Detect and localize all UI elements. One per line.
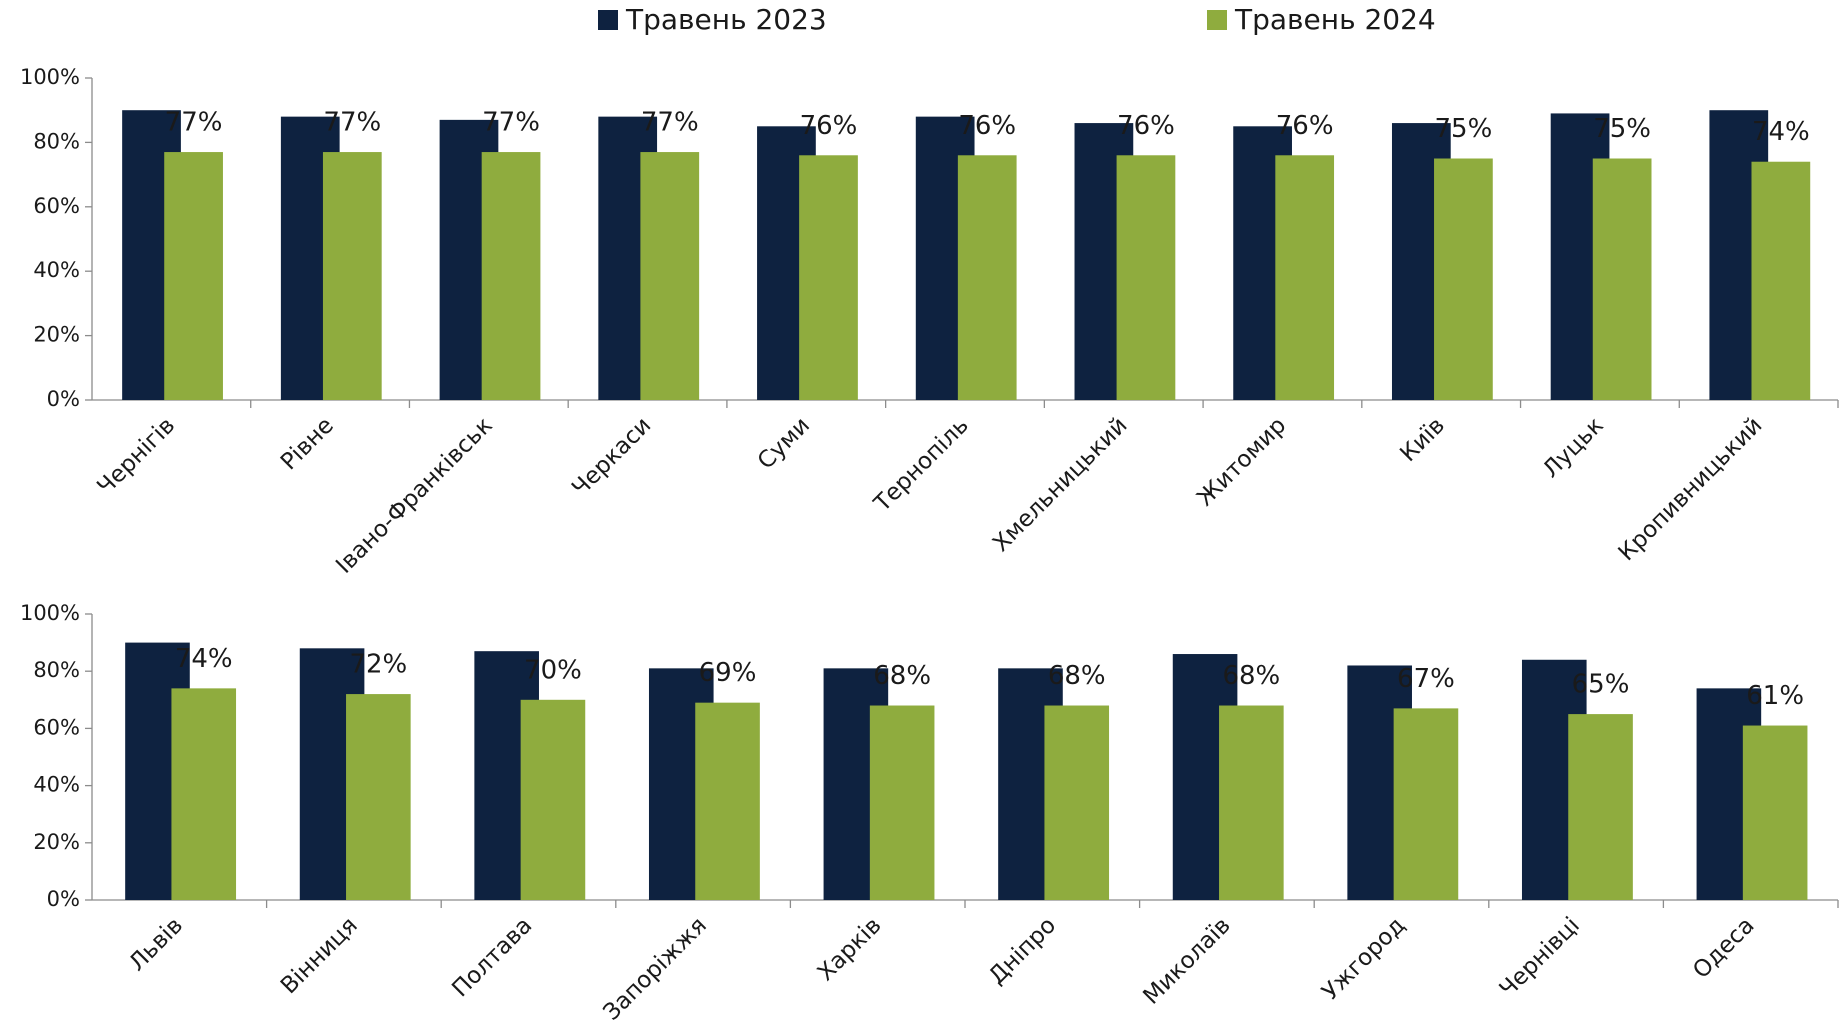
y-tick-label: 0%	[47, 887, 80, 911]
x-tick-label: Київ	[1395, 412, 1450, 467]
value-label: 72%	[349, 650, 407, 680]
bar	[1568, 714, 1633, 900]
bar	[1592, 158, 1652, 400]
value-label: 68%	[1048, 661, 1106, 691]
bar	[164, 152, 223, 400]
x-tick-label: Львів	[124, 912, 188, 976]
value-label: 65%	[1572, 670, 1630, 700]
x-tick-label: Запоріжжя	[599, 912, 712, 1025]
value-label: 77%	[165, 108, 223, 138]
legend-swatch	[598, 10, 618, 30]
value-label: 74%	[1752, 117, 1810, 147]
x-tick-label: Харків	[813, 912, 887, 986]
bar	[171, 688, 237, 900]
bar	[1044, 705, 1110, 900]
bar	[520, 699, 586, 900]
bar	[640, 152, 700, 400]
x-tick-label: Кропивницький	[1614, 412, 1768, 566]
legend-label: Травень 2023	[625, 3, 827, 36]
value-label: 75%	[1593, 114, 1651, 144]
y-tick-label: 80%	[33, 129, 80, 153]
value-label: 68%	[873, 661, 931, 691]
value-label: 69%	[699, 658, 757, 688]
bar	[799, 155, 858, 400]
x-tick-label: Луцьк	[1538, 412, 1609, 483]
value-label: 68%	[1222, 661, 1280, 691]
value-label: 67%	[1397, 664, 1455, 694]
bar	[1742, 725, 1808, 900]
bar	[1275, 155, 1335, 400]
bar	[346, 694, 411, 900]
value-label: 76%	[800, 111, 858, 141]
y-tick-label: 100%	[20, 601, 80, 625]
x-tick-label: Миколаїв	[1139, 912, 1236, 1009]
bar	[869, 705, 935, 900]
value-label: 76%	[1117, 111, 1175, 141]
value-label: 77%	[641, 108, 699, 138]
y-tick-label: 100%	[20, 65, 80, 89]
x-tick-label: Рівне	[276, 412, 339, 475]
value-label: 74%	[175, 644, 233, 674]
x-tick-label: Одеса	[1688, 912, 1759, 983]
y-tick-label: 80%	[33, 658, 80, 682]
x-tick-label: Вінниця	[276, 912, 363, 999]
legend-swatch	[1207, 10, 1227, 30]
bar	[1751, 161, 1811, 400]
x-tick-label: Тернопіль	[869, 412, 974, 517]
y-tick-label: 20%	[33, 830, 80, 854]
bar	[1116, 155, 1176, 400]
value-label: 77%	[482, 108, 540, 138]
x-tick-label: Полтава	[447, 912, 537, 1002]
value-label: 76%	[1276, 111, 1334, 141]
value-label: 77%	[323, 108, 381, 138]
x-tick-label: Суми	[753, 412, 815, 474]
bar	[957, 155, 1017, 400]
x-tick-label: Хмельницький	[988, 412, 1133, 557]
bar	[695, 702, 760, 900]
x-tick-label: Дніпро	[984, 912, 1061, 989]
value-label: 75%	[1435, 114, 1493, 144]
value-label: 70%	[524, 655, 582, 685]
y-tick-label: 40%	[33, 258, 80, 282]
y-tick-label: 20%	[33, 323, 80, 347]
y-tick-label: 0%	[47, 387, 80, 411]
y-tick-label: 60%	[33, 194, 80, 218]
bar	[1393, 708, 1459, 900]
bar	[322, 152, 382, 400]
value-label: 61%	[1746, 681, 1804, 711]
y-tick-label: 60%	[33, 715, 80, 739]
x-tick-label: Чернівці	[1495, 912, 1585, 1002]
x-tick-label: Івано-Франківськ	[331, 412, 497, 578]
x-tick-label: Черкаси	[567, 412, 656, 501]
x-tick-label: Чернігів	[93, 412, 181, 500]
legend-label: Травень 2024	[1234, 3, 1436, 36]
x-tick-label: Житомир	[1192, 412, 1291, 511]
bar	[1434, 158, 1493, 400]
bar	[481, 152, 541, 400]
legend: Травень 2023 Травень 2024	[598, 3, 1436, 36]
value-label: 76%	[958, 111, 1016, 141]
y-tick-label: 40%	[33, 773, 80, 797]
x-tick-label: Ужгород	[1317, 912, 1410, 1005]
bar	[1219, 705, 1284, 900]
